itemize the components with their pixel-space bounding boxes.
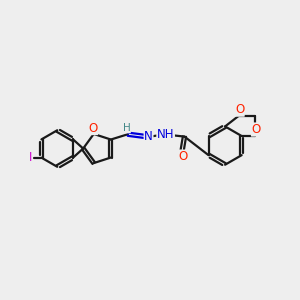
Text: NH: NH [157, 128, 174, 141]
Text: I: I [28, 151, 32, 164]
Text: N: N [144, 130, 153, 143]
Text: O: O [251, 123, 261, 136]
Text: O: O [88, 122, 98, 135]
Text: O: O [235, 103, 244, 116]
Text: H: H [123, 123, 130, 133]
Text: O: O [178, 150, 187, 163]
